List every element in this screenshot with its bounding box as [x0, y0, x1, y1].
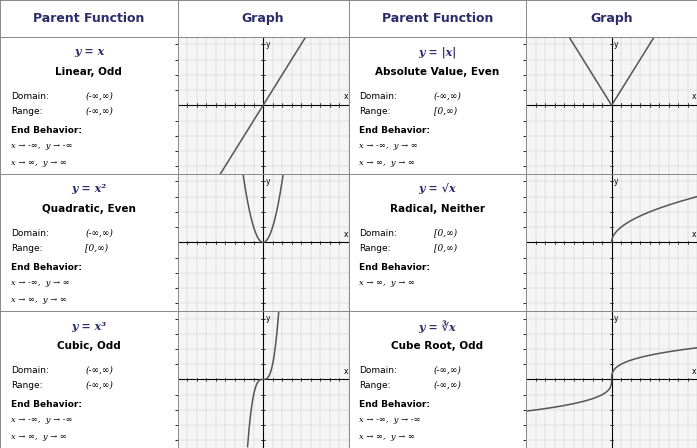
Text: [0,∞): [0,∞) — [85, 244, 109, 253]
Text: [0,∞): [0,∞) — [434, 244, 457, 253]
Text: [0,∞): [0,∞) — [434, 228, 457, 237]
Text: Range:: Range: — [359, 381, 390, 390]
Text: End Behavior:: End Behavior: — [359, 400, 430, 409]
Text: x → -∞,  y → -∞: x → -∞, y → -∞ — [10, 142, 72, 150]
Text: x → ∞,  y → ∞: x → ∞, y → ∞ — [10, 296, 66, 304]
Text: y = |x|: y = |x| — [418, 46, 457, 58]
Text: (-∞,∞): (-∞,∞) — [85, 91, 113, 100]
Text: x: x — [344, 229, 348, 238]
Text: (-∞,∞): (-∞,∞) — [434, 381, 461, 390]
Text: (-∞,∞): (-∞,∞) — [85, 228, 113, 237]
Text: Range:: Range: — [10, 244, 42, 253]
Text: (-∞,∞): (-∞,∞) — [434, 366, 461, 375]
Text: Radical, Neither: Radical, Neither — [390, 204, 485, 214]
Text: y = √x: y = √x — [419, 183, 456, 194]
Text: Parent Function: Parent Function — [33, 12, 144, 25]
Text: Domain:: Domain: — [10, 91, 49, 100]
Text: Parent Function: Parent Function — [382, 12, 493, 25]
Text: x: x — [692, 366, 696, 375]
Text: Quadratic, Even: Quadratic, Even — [42, 204, 136, 214]
Text: End Behavior:: End Behavior: — [10, 126, 82, 135]
Text: Linear, Odd: Linear, Odd — [56, 67, 122, 77]
Text: Absolute Value, Even: Absolute Value, Even — [375, 67, 500, 77]
Text: x → -∞,  y → ∞: x → -∞, y → ∞ — [359, 142, 418, 150]
Text: y = x²: y = x² — [71, 183, 107, 194]
Text: y: y — [614, 177, 618, 186]
Text: Domain:: Domain: — [359, 366, 397, 375]
Text: (-∞,∞): (-∞,∞) — [85, 366, 113, 375]
Text: Graph: Graph — [242, 12, 284, 25]
Text: Domain:: Domain: — [10, 228, 49, 237]
Text: Range:: Range: — [359, 244, 390, 253]
Text: x → ∞,  y → ∞: x → ∞, y → ∞ — [10, 159, 66, 167]
Text: x → ∞,  y → ∞: x → ∞, y → ∞ — [359, 433, 415, 441]
Text: x: x — [692, 229, 696, 238]
Text: x: x — [692, 92, 696, 101]
Text: x → -∞,  y → ∞: x → -∞, y → ∞ — [10, 280, 70, 287]
Text: x → ∞,  y → ∞: x → ∞, y → ∞ — [359, 159, 415, 167]
Text: Range:: Range: — [10, 107, 42, 116]
Text: x → -∞,  y → -∞: x → -∞, y → -∞ — [10, 417, 72, 424]
Text: y: y — [266, 314, 270, 323]
Text: End Behavior:: End Behavior: — [359, 263, 430, 272]
Text: Cube Root, Odd: Cube Root, Odd — [391, 341, 484, 351]
Text: y = x³: y = x³ — [71, 320, 107, 332]
Text: End Behavior:: End Behavior: — [359, 126, 430, 135]
Text: Graph: Graph — [590, 12, 633, 25]
Text: Domain:: Domain: — [359, 228, 397, 237]
Text: End Behavior:: End Behavior: — [10, 400, 82, 409]
Text: y = ∛x: y = ∛x — [419, 320, 456, 333]
Text: y: y — [614, 40, 618, 49]
Text: x → ∞,  y → ∞: x → ∞, y → ∞ — [359, 280, 415, 287]
Text: Cubic, Odd: Cubic, Odd — [57, 341, 121, 351]
Text: Domain:: Domain: — [10, 366, 49, 375]
Text: y: y — [614, 314, 618, 323]
Text: x: x — [344, 92, 348, 101]
Text: x: x — [344, 366, 348, 375]
Text: (-∞,∞): (-∞,∞) — [85, 381, 113, 390]
Text: (-∞,∞): (-∞,∞) — [434, 91, 461, 100]
Text: y = x: y = x — [74, 46, 104, 57]
Text: Range:: Range: — [359, 107, 390, 116]
Text: (-∞,∞): (-∞,∞) — [85, 107, 113, 116]
Text: [0,∞): [0,∞) — [434, 107, 457, 116]
Text: x → -∞,  y → -∞: x → -∞, y → -∞ — [359, 417, 421, 424]
Text: Domain:: Domain: — [359, 91, 397, 100]
Text: x → ∞,  y → ∞: x → ∞, y → ∞ — [10, 433, 66, 441]
Text: y: y — [266, 40, 270, 49]
Text: y: y — [266, 177, 270, 186]
Text: Range:: Range: — [10, 381, 42, 390]
Text: End Behavior:: End Behavior: — [10, 263, 82, 272]
